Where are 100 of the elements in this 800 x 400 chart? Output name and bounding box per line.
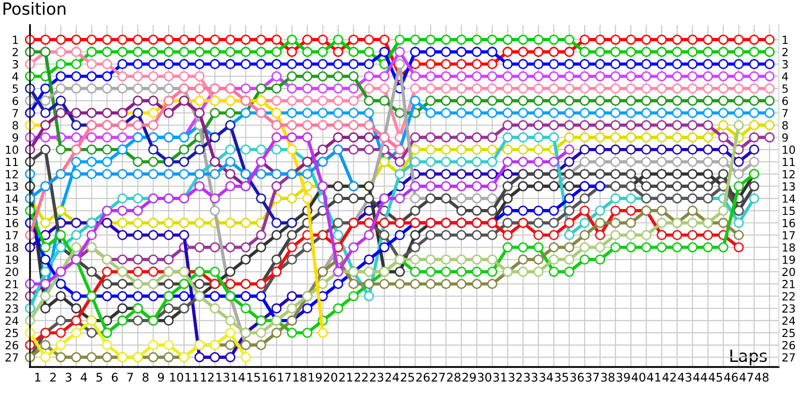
point [40, 96, 50, 106]
point [487, 254, 498, 265]
point [595, 71, 606, 82]
point [194, 46, 205, 57]
point [764, 96, 775, 106]
point [718, 71, 728, 82]
point [348, 96, 359, 106]
x-tick-label: 25 [400, 372, 414, 382]
point [210, 303, 220, 314]
point [364, 34, 374, 45]
point [734, 34, 744, 45]
x-tick-label: 37 [586, 372, 599, 382]
point [210, 206, 220, 216]
point [456, 71, 466, 82]
point [610, 96, 621, 106]
point [456, 168, 466, 180]
point [702, 181, 713, 192]
x-tick-label: 39 [616, 372, 630, 382]
y-tick-label: 7 [12, 109, 18, 118]
point [256, 144, 266, 155]
point [410, 156, 420, 167]
point [656, 120, 667, 130]
point [548, 132, 559, 142]
point [225, 352, 236, 362]
point [271, 303, 282, 314]
point [333, 96, 344, 106]
point [564, 242, 574, 252]
point [641, 156, 652, 167]
point [379, 242, 390, 252]
y2-tick-label: 16 [782, 218, 796, 228]
point [749, 144, 760, 155]
point [410, 34, 420, 45]
point [564, 132, 574, 142]
point [271, 230, 282, 240]
point [179, 218, 190, 228]
point [502, 71, 513, 82]
point [240, 242, 251, 252]
point [502, 83, 513, 94]
y2-tick-label: 17 [782, 231, 795, 240]
point [580, 59, 590, 70]
point [548, 242, 559, 252]
point [626, 96, 636, 106]
point [718, 156, 728, 167]
point [702, 242, 713, 252]
point [102, 46, 112, 57]
y-tick-label: 16 [6, 218, 18, 228]
point [302, 328, 312, 338]
point [456, 156, 466, 167]
point [426, 71, 436, 82]
point [148, 83, 158, 94]
y2-tick-label: 5 [782, 84, 788, 93]
point [734, 181, 744, 192]
point [718, 59, 728, 70]
point [487, 83, 498, 94]
point [580, 34, 590, 45]
point [472, 132, 482, 142]
point [440, 34, 452, 45]
point [194, 242, 205, 252]
point [40, 34, 50, 45]
point [271, 96, 282, 106]
x-tick-label: 23 [370, 372, 384, 382]
point [533, 242, 544, 252]
point [364, 71, 374, 82]
x-tick-label: 42 [662, 372, 676, 382]
point [40, 144, 50, 155]
point [194, 34, 205, 45]
point [456, 83, 466, 94]
point [210, 46, 220, 57]
point [164, 230, 174, 240]
point [364, 291, 374, 302]
point [379, 46, 390, 57]
point [132, 168, 143, 180]
point [210, 266, 220, 277]
point [580, 230, 590, 240]
point [164, 71, 174, 82]
point [656, 218, 667, 228]
point [672, 144, 682, 155]
point [71, 328, 82, 338]
x-tick-label: 6 [112, 372, 118, 382]
point [364, 132, 374, 142]
point [656, 144, 667, 155]
y2-tick-label: 20 [782, 268, 795, 276]
point [179, 59, 190, 70]
point [580, 254, 590, 265]
point [440, 46, 452, 57]
point [502, 46, 513, 57]
point [626, 156, 636, 167]
x-tick-label: 12 [200, 372, 214, 382]
point [440, 181, 452, 192]
point [286, 193, 297, 204]
point [318, 83, 328, 94]
point [318, 71, 328, 82]
point [764, 34, 775, 45]
x-tick-label: 17 [278, 372, 291, 382]
point [487, 96, 498, 106]
point [132, 254, 143, 265]
point [86, 266, 97, 277]
point [548, 266, 559, 277]
point [472, 278, 482, 290]
point [440, 96, 452, 106]
